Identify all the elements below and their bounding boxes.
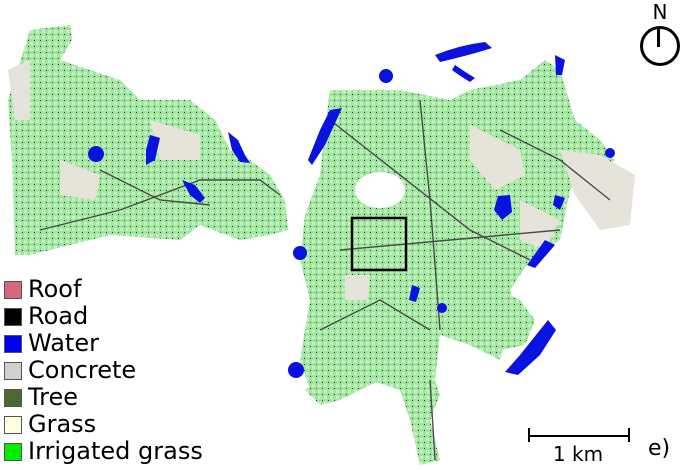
detail-extent-box [350, 216, 408, 272]
legend-item-concrete: Concrete [4, 357, 203, 384]
legend-label: Irrigated grass [28, 437, 203, 465]
legend-label: Roof [28, 275, 82, 303]
urban-area-west [8, 25, 288, 255]
legend-label: Concrete [28, 356, 137, 384]
legend-item-irrigated-grass: Irrigated grass [4, 438, 203, 465]
north-arrow: N [638, 2, 682, 68]
north-needle [657, 28, 660, 47]
north-letter: N [652, 0, 668, 24]
legend-swatch-tree [4, 388, 22, 407]
concrete-area-west-2 [150, 120, 200, 160]
road-network [39, 99, 611, 461]
scale-bar-tick-right [628, 428, 630, 442]
scale-bar-tick-left [528, 428, 530, 442]
concrete-area-east [470, 125, 525, 190]
legend-item-road: Road [4, 303, 203, 330]
urban-area-central [300, 60, 615, 465]
concrete-area-west-3 [60, 160, 100, 200]
water-bodies [88, 42, 615, 378]
north-arrow-icon [640, 26, 680, 66]
legend: Roof Road Water Concrete Tree Grass Irri… [4, 276, 203, 465]
legend-item-roof: Roof [4, 276, 203, 303]
urban-area-south-east [490, 290, 535, 350]
legend-swatch-concrete [4, 361, 22, 380]
panel-label: e) [648, 436, 671, 461]
legend-item-grass: Grass [4, 411, 203, 438]
concrete-area-east-3 [520, 200, 560, 250]
open-area-central [355, 172, 405, 208]
scale-bar-line [528, 435, 630, 437]
legend-label: Road [28, 302, 89, 330]
legend-swatch-water [4, 334, 22, 353]
legend-swatch-roof [4, 280, 22, 299]
scale-bar [528, 428, 630, 442]
legend-item-tree: Tree [4, 384, 203, 411]
legend-label: Water [28, 329, 99, 357]
concrete-area-central [345, 275, 370, 300]
legend-swatch-irrigated-grass [4, 442, 22, 461]
legend-swatch-road [4, 307, 22, 326]
concrete-area-west [8, 60, 30, 120]
legend-label: Grass [28, 410, 97, 438]
urban-area-south-west [305, 330, 395, 405]
legend-label: Tree [28, 383, 79, 411]
legend-item-water: Water [4, 330, 203, 357]
legend-swatch-grass [4, 415, 22, 434]
scale-bar-label: 1 km [552, 442, 604, 466]
